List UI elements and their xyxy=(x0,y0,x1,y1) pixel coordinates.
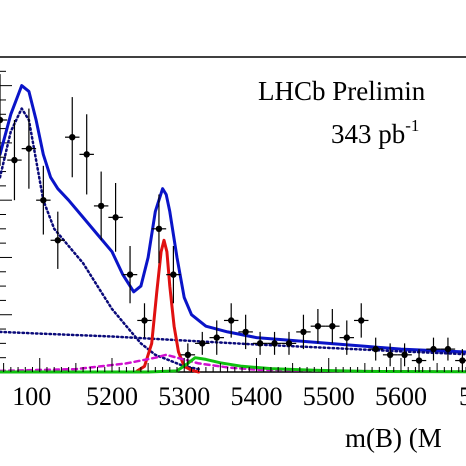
data-point xyxy=(354,303,369,338)
data-marker xyxy=(0,116,4,124)
data-point xyxy=(93,171,109,241)
data-point xyxy=(36,165,51,235)
data-marker xyxy=(242,328,249,336)
data-point xyxy=(7,120,22,201)
data-marker xyxy=(54,237,61,244)
data-point xyxy=(440,337,456,361)
data-marker xyxy=(459,357,466,364)
luminosity-exponent: -1 xyxy=(405,116,419,135)
data-marker xyxy=(314,322,322,330)
data-marker xyxy=(343,334,350,341)
data-point xyxy=(325,309,340,344)
data-marker xyxy=(155,225,163,233)
data-marker xyxy=(112,214,119,221)
data-marker xyxy=(430,345,437,353)
data-point xyxy=(195,331,210,355)
data-marker xyxy=(184,351,192,359)
fit-curve-1 xyxy=(0,84,466,354)
data-point xyxy=(151,194,167,264)
data-marker xyxy=(415,357,423,364)
data-point xyxy=(339,320,355,355)
data-marker xyxy=(358,317,365,324)
data-points xyxy=(0,74,466,372)
data-point xyxy=(296,314,311,350)
data-marker xyxy=(401,351,408,359)
data-point xyxy=(79,114,94,195)
x-tick-label: 5300 xyxy=(158,382,210,411)
data-point xyxy=(50,211,66,269)
data-point xyxy=(455,349,466,372)
data-marker xyxy=(386,351,394,359)
x-axis-title: m(B) (M xyxy=(345,423,442,453)
fit-curve-5 xyxy=(0,353,466,373)
data-marker xyxy=(40,196,47,204)
data-marker xyxy=(25,145,33,152)
data-point xyxy=(426,337,441,361)
x-axis-ticks: 100 5200 5300 5400 5500 5600 5 xyxy=(3,358,466,411)
data-point xyxy=(310,309,326,344)
data-point xyxy=(368,337,383,361)
data-marker xyxy=(83,151,90,158)
data-marker xyxy=(69,133,76,141)
fit-curve-3 xyxy=(0,330,466,356)
data-marker xyxy=(227,317,235,324)
fit-curve-6 xyxy=(0,356,466,374)
data-marker xyxy=(170,271,177,278)
data-point xyxy=(108,183,123,252)
data-point xyxy=(137,303,152,338)
data-marker xyxy=(256,340,264,347)
experiment-label: LHCb Prelimin xyxy=(258,76,426,106)
data-point xyxy=(180,343,196,367)
data-point xyxy=(382,343,398,367)
luminosity-label: 343 pb-1 xyxy=(331,116,419,149)
data-point xyxy=(281,331,297,355)
data-marker xyxy=(285,340,293,347)
x-tick-label: 5600 xyxy=(375,382,427,411)
data-marker xyxy=(271,340,278,347)
x-tick-label: 5500 xyxy=(303,382,355,411)
data-point xyxy=(209,320,224,355)
data-marker xyxy=(126,271,134,278)
data-point xyxy=(267,331,282,355)
data-point xyxy=(238,314,253,350)
data-marker xyxy=(300,328,307,336)
data-point xyxy=(0,74,8,166)
data-point xyxy=(65,97,80,178)
data-point xyxy=(411,349,427,372)
luminosity-value: 343 pb xyxy=(331,119,405,149)
data-marker xyxy=(11,156,18,164)
data-point xyxy=(166,246,181,304)
x-tick-label: 5400 xyxy=(230,382,282,411)
data-marker xyxy=(444,345,452,353)
data-marker xyxy=(213,334,220,341)
x-tick-label: 5200 xyxy=(86,382,138,411)
x-tick-label: 5 xyxy=(459,382,466,411)
data-marker xyxy=(141,317,148,324)
data-marker xyxy=(199,340,206,347)
data-marker xyxy=(372,345,379,353)
x-tick-label: 100 xyxy=(12,382,51,411)
data-marker xyxy=(329,322,336,330)
data-point xyxy=(122,246,138,304)
data-point xyxy=(21,108,37,189)
data-point xyxy=(223,303,239,338)
data-point xyxy=(252,331,268,355)
data-point xyxy=(397,343,412,367)
data-marker xyxy=(97,202,105,210)
